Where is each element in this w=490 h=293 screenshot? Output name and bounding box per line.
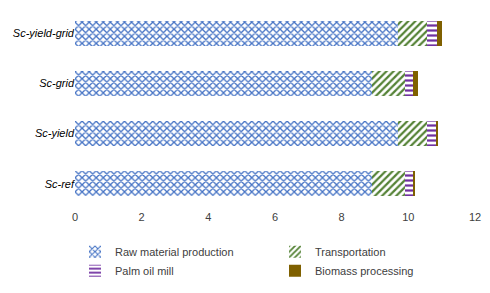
- svg-text:Palm oil mill: Palm oil mill: [115, 265, 174, 277]
- svg-text:4: 4: [205, 211, 211, 223]
- svg-text:Sc-grid: Sc-grid: [39, 77, 75, 89]
- svg-text:Sc-ref: Sc-ref: [45, 178, 75, 190]
- svg-text:Sc-yield-grid: Sc-yield-grid: [13, 27, 75, 39]
- svg-text:10: 10: [402, 211, 414, 223]
- svg-text:Biomass processing: Biomass processing: [315, 265, 413, 277]
- svg-text:0: 0: [72, 211, 78, 223]
- svg-text:8: 8: [339, 211, 345, 223]
- svg-text:6: 6: [272, 211, 278, 223]
- svg-text:Transportation: Transportation: [315, 246, 386, 258]
- svg-text:Sc-yield: Sc-yield: [35, 127, 75, 139]
- svg-text:12: 12: [469, 211, 481, 223]
- svg-text:2: 2: [139, 211, 145, 223]
- svg-text:Raw material production: Raw material production: [115, 246, 234, 258]
